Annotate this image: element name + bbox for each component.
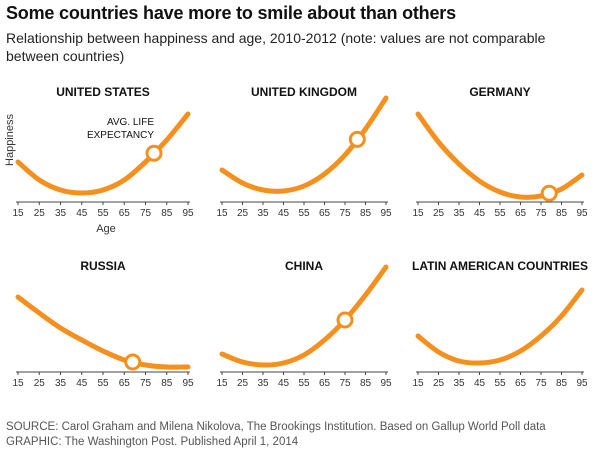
x-tick-label: 45 xyxy=(76,208,88,219)
x-tick-label: 85 xyxy=(556,208,568,219)
chart-panel-1: UNITED STATES 15 25 35 45 55 65 75 85 95 Happiness… xyxy=(4,85,194,235)
x-tick-label: 35 xyxy=(453,378,465,389)
panel-title: RUSSIA xyxy=(80,259,126,273)
chart-panel-3: GERMANY 15 25 35 45 55 65 75 85 95 xyxy=(412,85,588,219)
x-axis-label: Age xyxy=(96,223,116,235)
x-tick-label: 15 xyxy=(216,208,228,219)
x-tick-label: 35 xyxy=(257,208,269,219)
page-title: Some countries have more to smile about … xyxy=(6,3,456,23)
series-line xyxy=(219,264,389,368)
x-tick-label: 95 xyxy=(380,378,392,389)
x-tick-label: 35 xyxy=(453,208,465,219)
panel-title: LATIN AMERICAN COUNTRIES xyxy=(412,259,588,273)
x-tick-label: 25 xyxy=(433,208,445,219)
series-line xyxy=(415,287,585,366)
x-tick-label: 85 xyxy=(161,378,173,389)
life-expectancy-marker xyxy=(540,184,558,202)
x-tick-label: 65 xyxy=(119,378,131,389)
x-tick-label: 55 xyxy=(298,378,310,389)
x-tick-label: 65 xyxy=(319,378,331,389)
x-tick-label: 65 xyxy=(119,208,131,219)
x-tick-label: 75 xyxy=(339,208,351,219)
x-tick-label: 25 xyxy=(237,208,249,219)
x-tick-label: 55 xyxy=(494,378,506,389)
x-tick-label: 75 xyxy=(140,208,152,219)
x-tick-label: 45 xyxy=(474,378,486,389)
life-expectancy-marker xyxy=(348,130,366,148)
x-tick-label: 85 xyxy=(161,208,173,219)
x-tick-label: 55 xyxy=(97,378,109,389)
y-axis-label: Happiness xyxy=(4,114,16,166)
x-tick-label: 75 xyxy=(339,378,351,389)
x-tick-label: 25 xyxy=(34,378,46,389)
x-tick-label: 65 xyxy=(319,208,331,219)
x-tick-label: 95 xyxy=(576,378,588,389)
x-tick-label: 25 xyxy=(237,378,249,389)
chart-panel-5: CHINA 15 25 35 45 55 65 75 85 95 xyxy=(216,259,392,389)
x-tick-label: 25 xyxy=(34,208,46,219)
annotation-line-1: AVG. LIFE xyxy=(107,117,154,128)
x-tick-label: 75 xyxy=(140,378,152,389)
graphic-credit: GRAPHIC: The Washington Post. Published … xyxy=(6,436,299,448)
x-tick-label: 65 xyxy=(515,208,527,219)
x-tick-label: 75 xyxy=(535,378,547,389)
chart-panel-2: UNITED KINGDOM 15 25 35 45 55 65 75 85 95 xyxy=(216,85,392,219)
x-tick-label: 15 xyxy=(412,208,424,219)
panel-title: UNITED KINGDOM xyxy=(251,85,357,99)
panel-title: GERMANY xyxy=(469,85,530,99)
x-tick-label: 55 xyxy=(97,208,109,219)
chart-panel-4: RUSSIA 15 25 35 45 55 65 75 85 95 xyxy=(12,259,194,389)
x-tick-label: 55 xyxy=(298,208,310,219)
annotation-line-2: EXPECTANCY xyxy=(87,130,154,141)
x-tick-label: 95 xyxy=(182,378,194,389)
life-expectancy-marker xyxy=(124,353,142,371)
panel-title: UNITED STATES xyxy=(56,85,150,99)
x-tick-label: 95 xyxy=(576,208,588,219)
x-tick-label: 45 xyxy=(76,378,88,389)
x-tick-label: 35 xyxy=(55,208,67,219)
x-tick-label: 45 xyxy=(278,378,290,389)
x-tick-label: 35 xyxy=(55,378,67,389)
footer: SOURCE: Carol Graham and Milena Nikolova… xyxy=(6,420,546,450)
x-tick-label: 85 xyxy=(360,208,372,219)
x-tick-label: 15 xyxy=(412,378,424,389)
x-tick-label: 65 xyxy=(515,378,527,389)
x-tick-label: 15 xyxy=(216,378,228,389)
page-subtitle: Relationship between happiness and age, … xyxy=(6,30,546,64)
series-line xyxy=(15,111,191,196)
x-tick-label: 75 xyxy=(535,208,547,219)
life-expectancy-marker xyxy=(336,311,354,329)
x-tick-label: 95 xyxy=(380,208,392,219)
x-tick-label: 85 xyxy=(556,378,568,389)
x-tick-label: 95 xyxy=(182,208,194,219)
x-tick-label: 15 xyxy=(12,378,24,389)
x-tick-label: 45 xyxy=(278,208,290,219)
x-tick-label: 35 xyxy=(257,378,269,389)
x-tick-label: 85 xyxy=(360,378,372,389)
x-tick-label: 25 xyxy=(433,378,445,389)
chart-panel-6: LATIN AMERICAN COUNTRIES 15 25 35 45 55 65 75 85… xyxy=(412,259,588,389)
life-expectancy-marker xyxy=(145,144,163,162)
panel-title: CHINA xyxy=(285,259,323,273)
x-tick-label: 45 xyxy=(474,208,486,219)
series-line xyxy=(415,111,585,200)
source-note: SOURCE: Carol Graham and Milena Nikolova… xyxy=(6,421,546,433)
x-tick-label: 55 xyxy=(494,208,506,219)
x-tick-label: 15 xyxy=(12,208,24,219)
series-line xyxy=(15,294,191,370)
